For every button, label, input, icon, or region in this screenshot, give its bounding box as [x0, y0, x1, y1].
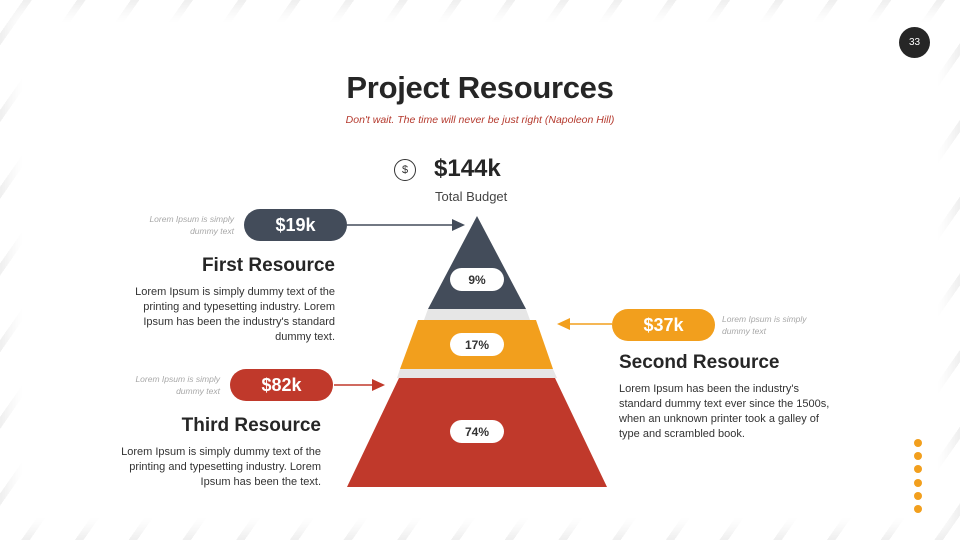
third-resource-title: Third Resource — [181, 415, 321, 436]
arrow-third-resource — [334, 379, 385, 391]
third-resource-body: Lorem Ipsum is simply dummy text of the … — [121, 446, 321, 488]
percent-pill-top: 9% — [450, 268, 504, 291]
second-resource-value-pill: $37k — [612, 309, 715, 341]
slide-subtitle: Don't wait. The time will never be just … — [345, 114, 615, 126]
dot-icon — [914, 504, 922, 513]
first-resource-body: Lorem Ipsum is simply dummy text of the … — [135, 286, 335, 343]
pyramid-separator-1 — [424, 309, 530, 320]
dot-icon — [914, 478, 922, 487]
dot-icon — [914, 439, 922, 447]
decorative-dots — [914, 439, 922, 518]
pyramid-separator-2 — [397, 369, 557, 378]
second-resource-body: Lorem Ipsum has been the industry's stan… — [619, 383, 830, 440]
arrow-second-resource — [557, 318, 612, 330]
page-number-badge: 33 — [899, 27, 930, 58]
first-resource-note: Lorem Ipsum is simply dummy text — [149, 214, 234, 236]
dot-icon — [914, 491, 922, 500]
first-resource-title: First Resource — [201, 255, 335, 276]
percent-pill-middle: 17% — [450, 333, 504, 356]
first-resource-value-pill: $19k — [244, 209, 347, 241]
percent-pill-bottom: 74% — [450, 420, 504, 443]
arrow-first-resource — [347, 219, 465, 231]
pyramid-level-top — [428, 216, 526, 309]
third-resource-value-pill: $82k — [230, 369, 333, 401]
second-resource-note: Lorem Ipsum is simply dummy text — [722, 314, 807, 336]
dot-icon — [914, 465, 922, 474]
second-resource-title: Second Resource — [619, 352, 780, 373]
dollar-icon: $ — [394, 159, 416, 181]
total-budget-label: Total Budget — [435, 189, 508, 204]
slide-title: Project Resources — [346, 70, 614, 105]
dot-icon — [914, 452, 922, 461]
third-resource-note: Lorem Ipsum is simply dummy text — [135, 374, 220, 396]
total-budget-value: $144k — [434, 155, 501, 182]
